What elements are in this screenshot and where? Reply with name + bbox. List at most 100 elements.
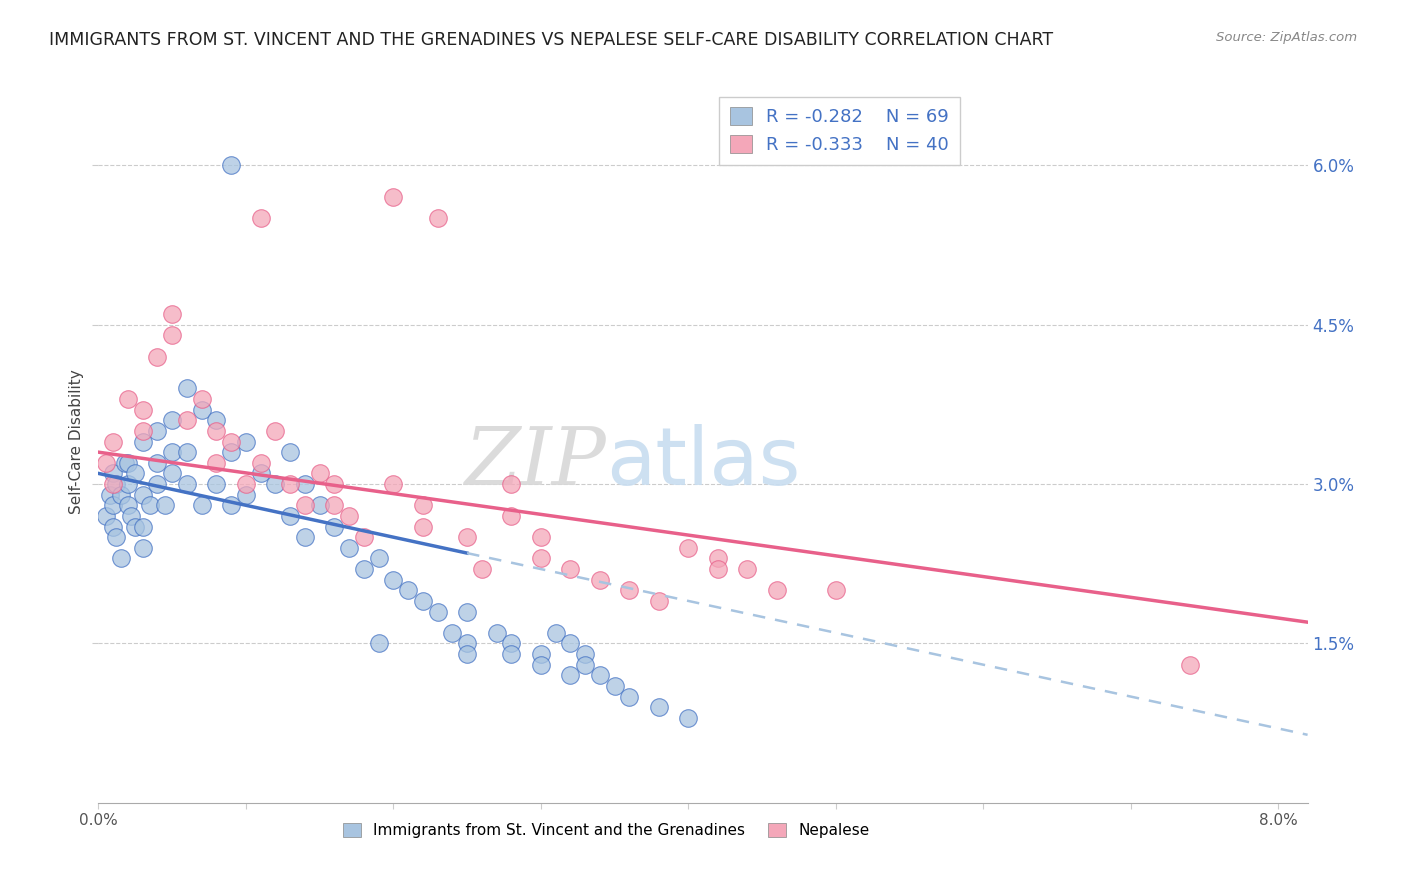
Text: IMMIGRANTS FROM ST. VINCENT AND THE GRENADINES VS NEPALESE SELF-CARE DISABILITY : IMMIGRANTS FROM ST. VINCENT AND THE GREN…: [49, 31, 1053, 49]
Point: [117, 498, 139, 512]
Point: [190, 498, 212, 512]
Point: [294, 530, 316, 544]
Point: [560, 562, 582, 576]
Point: [219, 445, 242, 459]
Point: [574, 647, 596, 661]
Point: [131, 519, 153, 533]
Point: [190, 402, 212, 417]
Point: [412, 498, 434, 512]
Point: [560, 668, 582, 682]
Point: [101, 498, 124, 512]
Point: [94, 508, 117, 523]
Point: [678, 541, 700, 555]
Point: [530, 530, 553, 544]
Point: [205, 424, 228, 438]
Point: [456, 647, 478, 661]
Point: [412, 519, 434, 533]
Point: [426, 211, 449, 226]
Point: [308, 498, 330, 512]
Point: [648, 594, 671, 608]
Point: [117, 477, 139, 491]
Legend: Immigrants from St. Vincent and the Grenadines, Nepalese: Immigrants from St. Vincent and the Gren…: [335, 815, 877, 846]
Point: [101, 519, 124, 533]
Point: [264, 424, 287, 438]
Point: [205, 413, 228, 427]
Point: [441, 625, 464, 640]
Point: [456, 636, 478, 650]
Point: [235, 488, 257, 502]
Point: [105, 477, 128, 491]
Point: [337, 508, 360, 523]
Point: [382, 573, 405, 587]
Point: [124, 519, 146, 533]
Point: [589, 573, 612, 587]
Point: [308, 467, 330, 481]
Point: [219, 158, 242, 172]
Point: [146, 477, 169, 491]
Point: [176, 445, 198, 459]
Point: [735, 562, 758, 576]
Point: [456, 605, 478, 619]
Point: [190, 392, 212, 406]
Point: [544, 625, 567, 640]
Point: [176, 413, 198, 427]
Point: [382, 477, 405, 491]
Point: [619, 690, 641, 704]
Point: [501, 636, 523, 650]
Point: [101, 477, 124, 491]
Point: [824, 583, 846, 598]
Point: [219, 498, 242, 512]
Point: [139, 498, 162, 512]
Point: [367, 551, 389, 566]
Point: [110, 551, 132, 566]
Point: [160, 307, 183, 321]
Point: [530, 551, 553, 566]
Point: [353, 530, 375, 544]
Point: [124, 467, 146, 481]
Point: [110, 488, 132, 502]
Point: [131, 541, 153, 555]
Text: Source: ZipAtlas.com: Source: ZipAtlas.com: [1216, 31, 1357, 45]
Point: [105, 530, 128, 544]
Point: [323, 477, 346, 491]
Point: [560, 636, 582, 650]
Point: [120, 508, 142, 523]
Point: [176, 477, 198, 491]
Point: [117, 392, 139, 406]
Point: [160, 445, 183, 459]
Point: [396, 583, 419, 598]
Point: [501, 477, 523, 491]
Point: [294, 477, 316, 491]
Point: [160, 467, 183, 481]
Point: [706, 551, 728, 566]
Point: [426, 605, 449, 619]
Point: [146, 456, 169, 470]
Text: atlas: atlas: [606, 425, 800, 502]
Point: [219, 434, 242, 449]
Point: [337, 541, 360, 555]
Point: [131, 402, 153, 417]
Point: [278, 445, 301, 459]
Point: [101, 467, 124, 481]
Point: [117, 456, 139, 470]
Point: [101, 434, 124, 449]
Point: [235, 434, 257, 449]
Point: [131, 424, 153, 438]
Point: [264, 477, 287, 491]
Point: [456, 530, 478, 544]
Point: [146, 424, 169, 438]
Point: [1178, 657, 1201, 672]
Point: [353, 562, 375, 576]
Point: [412, 594, 434, 608]
Point: [382, 190, 405, 204]
Point: [501, 508, 523, 523]
Point: [131, 434, 153, 449]
Point: [278, 508, 301, 523]
Point: [249, 211, 271, 226]
Point: [278, 477, 301, 491]
Point: [114, 456, 136, 470]
Text: ZIP: ZIP: [464, 425, 606, 502]
Point: [485, 625, 508, 640]
Point: [706, 562, 728, 576]
Point: [603, 679, 626, 693]
